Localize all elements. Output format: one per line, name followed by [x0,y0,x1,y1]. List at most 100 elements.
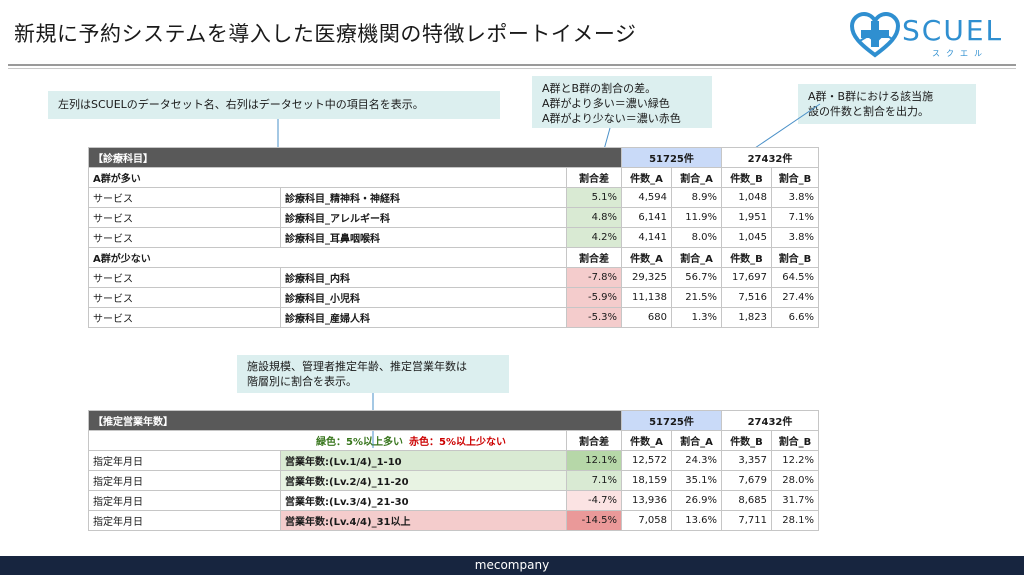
col-diff: 割合差 [566,247,622,268]
col-diff: 割合差 [566,167,622,188]
logo-text: SCUEL [902,14,1004,47]
dataset-cell: サービス [88,187,281,208]
table-row: サービス 診療科目_精神科・神経科 5.1% 4,594 8.9% 1,048 … [88,187,819,208]
ratio-a-cell: 26.9% [671,490,722,511]
count-b-cell: 1,823 [721,307,772,328]
dataset-cell: 指定年月日 [88,450,281,471]
dataset-cell: サービス [88,227,281,248]
ratio-a-cell: 8.9% [671,187,722,208]
count-b-cell: 7,711 [721,510,772,531]
count-a-cell: 13,936 [621,490,672,511]
table-header-row: 【診療科目】 51725件 27432件 [88,147,819,168]
count-b-cell: 1,048 [721,187,772,208]
table-row: 指定年月日 営業年数:(Lv.1/4)_1-10 12.1% 12,572 24… [88,450,819,471]
diff-cell: 7.1% [566,470,622,491]
count-b-cell: 7,679 [721,470,772,491]
dataset-cell: サービス [88,307,281,328]
dataset-cell: 指定年月日 [88,490,281,511]
page-title: 新規に予約システムを導入した医療機関の特徴レポートイメージ [14,22,637,46]
count-a-cell: 6,141 [621,207,672,228]
diff-cell: -5.9% [566,287,622,308]
count-a-cell: 7,058 [621,510,672,531]
ratio-b-cell: 27.4% [771,287,819,308]
item-cell: 営業年数:(Lv.1/4)_1-10 [280,450,567,471]
diff-cell: 5.1% [566,187,622,208]
diff-cell: -7.8% [566,267,622,288]
diff-cell: -5.3% [566,307,622,328]
diff-cell: 4.2% [566,227,622,248]
dataset-cell: サービス [88,287,281,308]
item-cell: 診療科目_耳鼻咽喉科 [280,227,567,248]
item-cell: 営業年数:(Lv.2/4)_11-20 [280,470,567,491]
dataset-cell: サービス [88,267,281,288]
count-b-cell: 3,357 [721,450,772,471]
ratio-a-cell: 35.1% [671,470,722,491]
ratio-b-cell: 6.6% [771,307,819,328]
col-count-a: 件数_A [621,167,672,188]
total-b: 27432件 [721,147,819,168]
table-row: 指定年月日 営業年数:(Lv.4/4)_31以上 -14.5% 7,058 13… [88,510,819,531]
diff-cell: 4.8% [566,207,622,228]
item-cell: 診療科目_アレルギー科 [280,207,567,228]
ratio-b-cell: 64.5% [771,267,819,288]
diff-cell: -4.7% [566,490,622,511]
table-row: 指定年月日 営業年数:(Lv.3/4)_21-30 -4.7% 13,936 2… [88,490,819,511]
count-b-cell: 1,951 [721,207,772,228]
count-a-cell: 11,138 [621,287,672,308]
item-cell: 診療科目_小児科 [280,287,567,308]
item-cell: 営業年数:(Lv.3/4)_21-30 [280,490,567,511]
ratio-a-cell: 13.6% [671,510,722,531]
col-diff: 割合差 [566,430,622,451]
count-a-cell: 18,159 [621,470,672,491]
col-count-a: 件数_A [621,247,672,268]
group-label-more: A群が多い [88,167,567,188]
callout-diff: A群とB群の割合の差。 A群がより多い＝濃い緑色 A群がより少ない＝濃い赤色 [532,76,712,128]
group-label-less: A群が少ない [88,247,567,268]
ratio-a-cell: 1.3% [671,307,722,328]
callout-tiers-line: 施設規模、管理者推定年齢、推定営業年数は [247,360,467,373]
table-row: サービス 診療科目_アレルギー科 4.8% 6,141 11.9% 1,951 … [88,207,819,228]
col-ratio-b: 割合_B [771,430,819,451]
group-header-row: A群が多い 割合差 件数_A 割合_A 件数_B 割合_B [88,167,819,188]
table-title: 【診療科目】 [88,147,622,168]
count-a-cell: 4,594 [621,187,672,208]
callout-counts-line: A群・B群における該当施 [808,90,934,103]
item-cell: 診療科目_精神科・神経科 [280,187,567,208]
ratio-b-cell: 3.8% [771,227,819,248]
table-title: 【推定営業年数】 [88,410,622,431]
callout-diff-line: A群がより少ない＝濃い赤色 [542,112,681,125]
ratio-a-cell: 21.5% [671,287,722,308]
callout-diff-line: A群がより多い＝濃い緑色 [542,97,670,110]
table-row: サービス 診療科目_小児科 -5.9% 11,138 21.5% 7,516 2… [88,287,819,308]
count-a-cell: 680 [621,307,672,328]
col-ratio-a: 割合_A [671,247,722,268]
table-header-row: 【推定営業年数】 51725件 27432件 [88,410,819,431]
dataset-cell: 指定年月日 [88,510,281,531]
item-cell: 診療科目_産婦人科 [280,307,567,328]
count-a-cell: 4,141 [621,227,672,248]
count-b-cell: 17,697 [721,267,772,288]
legend-green: 緑色：5%以上多い [316,437,404,448]
diff-cell: 12.1% [566,450,622,471]
col-count-b: 件数_B [721,430,772,451]
ratio-b-cell: 12.2% [771,450,819,471]
legend-red: 赤色：5%以上少ない [409,437,506,448]
total-a: 51725件 [621,410,722,431]
callout-columns: 左列はSCUELのデータセット名、右列はデータセット中の項目名を表示。 [48,91,500,119]
count-a-cell: 29,325 [621,267,672,288]
dataset-cell: 指定年月日 [88,470,281,491]
col-count-a: 件数_A [621,430,672,451]
item-cell: 診療科目_内科 [280,267,567,288]
legend-header-row: 緑色：5%以上多い 赤色：5%以上少ない 割合差 件数_A 割合_A 件数_B 割… [88,430,819,451]
title-divider-thin [8,68,1016,69]
business-years-table: 【推定営業年数】 51725件 27432件 緑色：5%以上多い 赤色：5%以上少… [88,410,819,531]
color-legend: 緑色：5%以上多い 赤色：5%以上少ない [88,430,567,451]
group-header-row: A群が少ない 割合差 件数_A 割合_A 件数_B 割合_B [88,247,819,268]
table-row: 指定年月日 営業年数:(Lv.2/4)_11-20 7.1% 18,159 35… [88,470,819,491]
table-row: サービス 診療科目_産婦人科 -5.3% 680 1.3% 1,823 6.6% [88,307,819,328]
ratio-a-cell: 24.3% [671,450,722,471]
callout-counts-line: 設の件数と割合を出力。 [808,105,929,118]
count-b-cell: 7,516 [721,287,772,308]
callout-tiers: 施設規模、管理者推定年齢、推定営業年数は 階層別に割合を表示。 [237,355,509,393]
title-divider [8,64,1016,66]
